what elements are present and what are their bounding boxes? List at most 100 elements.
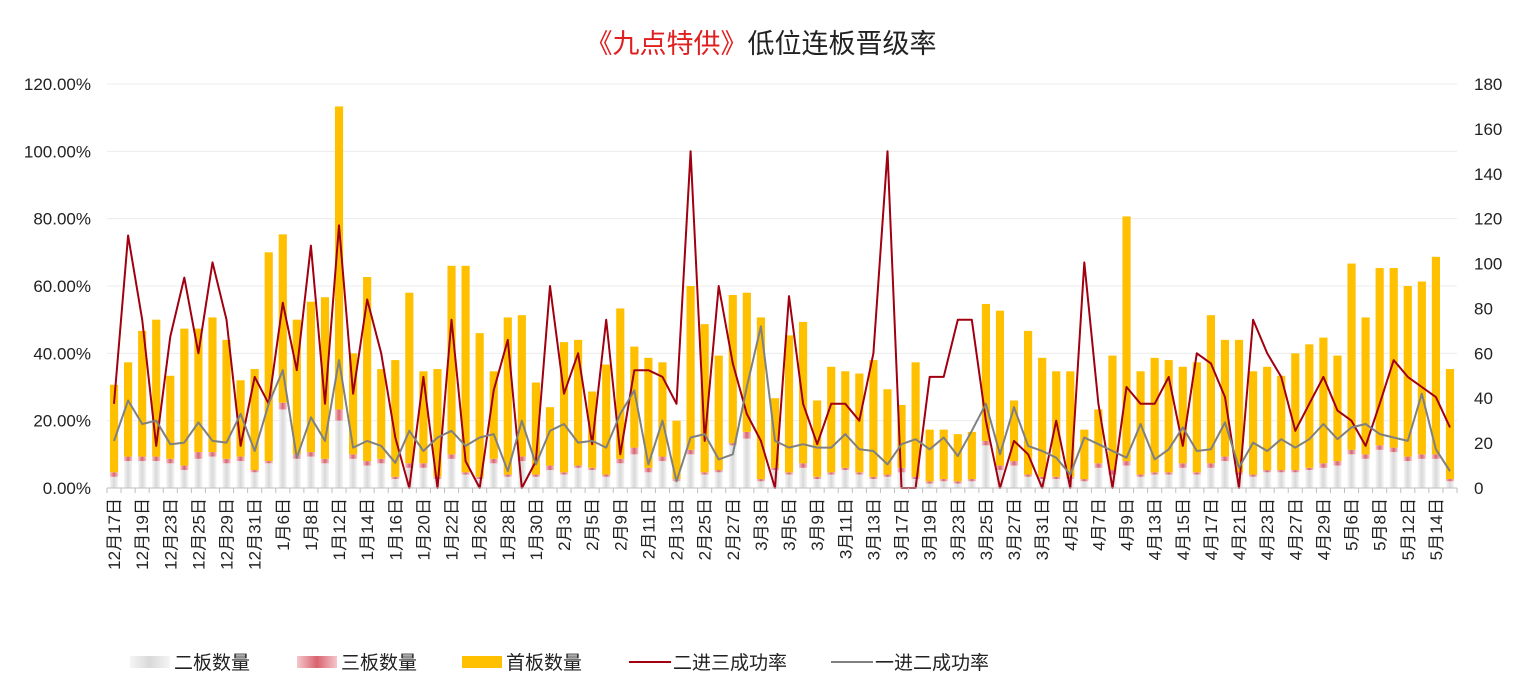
bar-board2 <box>1094 467 1103 488</box>
bar-board2 <box>574 467 583 488</box>
bar-board1 <box>475 333 484 477</box>
bar-board1 <box>166 375 175 459</box>
bar-board1 <box>180 328 189 466</box>
gridlines <box>107 83 1457 422</box>
x-tick-label: 12月23日 <box>161 498 180 570</box>
bar-board2 <box>1122 465 1131 488</box>
bar-board3 <box>616 458 625 464</box>
bar-board3 <box>124 456 133 462</box>
bar-board3 <box>756 479 765 482</box>
bar-board3 <box>194 452 203 459</box>
bar-board2 <box>320 463 330 488</box>
bar-board1 <box>194 328 203 453</box>
bar-board3 <box>447 454 456 459</box>
bar-board3 <box>700 472 709 475</box>
x-tick-label: 3月5日 <box>780 498 799 551</box>
bar-board3 <box>559 472 569 475</box>
bar-board3 <box>208 452 217 457</box>
bar-board2 <box>799 467 808 488</box>
x-tick-label: 1月12日 <box>330 498 349 560</box>
bar-board3 <box>1178 463 1187 468</box>
bar-board2 <box>1375 449 1384 488</box>
bar-board1 <box>883 389 892 475</box>
x-tick-label: 3月19日 <box>921 498 940 560</box>
bar-board2 <box>391 479 400 488</box>
bar-board3 <box>1277 470 1286 473</box>
bar-board3 <box>152 456 161 462</box>
bar-board3 <box>1445 479 1455 482</box>
bar-board3 <box>1038 476 1047 480</box>
bar-board1 <box>967 431 976 480</box>
bar-board3 <box>1403 456 1412 462</box>
bar-board2 <box>700 474 709 488</box>
bar-board1 <box>686 286 695 450</box>
bar-board1 <box>1347 263 1356 450</box>
bar-board1 <box>925 429 934 482</box>
bar-board1 <box>334 106 344 410</box>
y-right-tick-label: 40 <box>1474 389 1493 408</box>
x-tick-label: 4月13日 <box>1146 498 1165 560</box>
bar-board1 <box>1108 355 1117 471</box>
x-tick-label: 1月20日 <box>414 498 433 560</box>
x-tick-label: 3月31日 <box>1033 498 1052 560</box>
bar-board3 <box>1333 461 1342 466</box>
bar-board2 <box>967 481 976 488</box>
bar-board1 <box>124 362 133 457</box>
bar-board2 <box>1052 479 1061 488</box>
bar-board2 <box>531 476 540 488</box>
bar-board2 <box>756 481 765 488</box>
x-tick-label: 2月11日 <box>639 498 658 559</box>
bar-board3 <box>953 481 962 484</box>
bar-board1 <box>1192 362 1201 473</box>
bar-board1 <box>531 382 540 475</box>
x-tick-label: 5月14日 <box>1427 498 1446 560</box>
bar-board2 <box>419 467 428 488</box>
bar-board2 <box>447 458 456 488</box>
bar-board2 <box>841 470 850 488</box>
bar-board2 <box>981 445 990 488</box>
x-tick-label: 5月8日 <box>1371 498 1390 551</box>
bar-board3 <box>686 449 695 455</box>
bar-board3 <box>981 440 990 446</box>
bar-board2 <box>152 461 161 488</box>
legend: 二板数量 三板数量 首板数量 二进三成功率 一进二成功率 <box>130 652 989 674</box>
bar-board2 <box>489 463 498 488</box>
bar-board3 <box>742 431 751 439</box>
bar-board3 <box>827 472 836 475</box>
bar-board1 <box>742 292 751 432</box>
bar-board1 <box>1178 366 1187 464</box>
x-tick-label: 2月25日 <box>696 498 715 560</box>
x-tick-label: 12月17日 <box>105 498 124 570</box>
bar-board2 <box>461 474 470 488</box>
axes: 0.00% 20.00% 40.00% 60.00% 80.00% 100.00% 120.… <box>24 75 1503 570</box>
bar-board3 <box>1263 470 1272 473</box>
bar-board2 <box>855 474 864 488</box>
bar-board2 <box>349 458 358 488</box>
bar-board1 <box>1319 337 1328 464</box>
bar-board1 <box>236 380 245 457</box>
y-right-tick-label: 60 <box>1474 344 1493 363</box>
bar-board3 <box>911 476 920 480</box>
bar-board1 <box>461 265 470 473</box>
legend-label: 三板数量 <box>341 652 417 674</box>
legend-label: 一进二成功率 <box>875 652 989 674</box>
bar-board1 <box>995 310 1005 466</box>
legend-swatch <box>130 656 170 668</box>
x-tick-label: 4月9日 <box>1118 498 1137 551</box>
x-tick-label: 2月3日 <box>555 498 574 551</box>
bar-board2 <box>995 470 1005 488</box>
bar-board2 <box>616 463 625 488</box>
bar-board3 <box>1305 467 1314 471</box>
bar-board2 <box>194 458 203 488</box>
line-1to2-rate <box>113 325 1451 483</box>
bar-board1 <box>1431 256 1440 455</box>
bar-board2 <box>208 456 217 488</box>
x-tick-label: 4月15日 <box>1174 498 1193 560</box>
bar-board2 <box>784 474 794 488</box>
bar-board1 <box>264 252 273 462</box>
x-tick-label: 4月21日 <box>1230 498 1249 560</box>
bar-board3 <box>869 476 878 480</box>
bar-board2 <box>728 445 737 488</box>
x-tick-label: 3月9日 <box>808 498 827 551</box>
bar-board3 <box>320 458 330 464</box>
